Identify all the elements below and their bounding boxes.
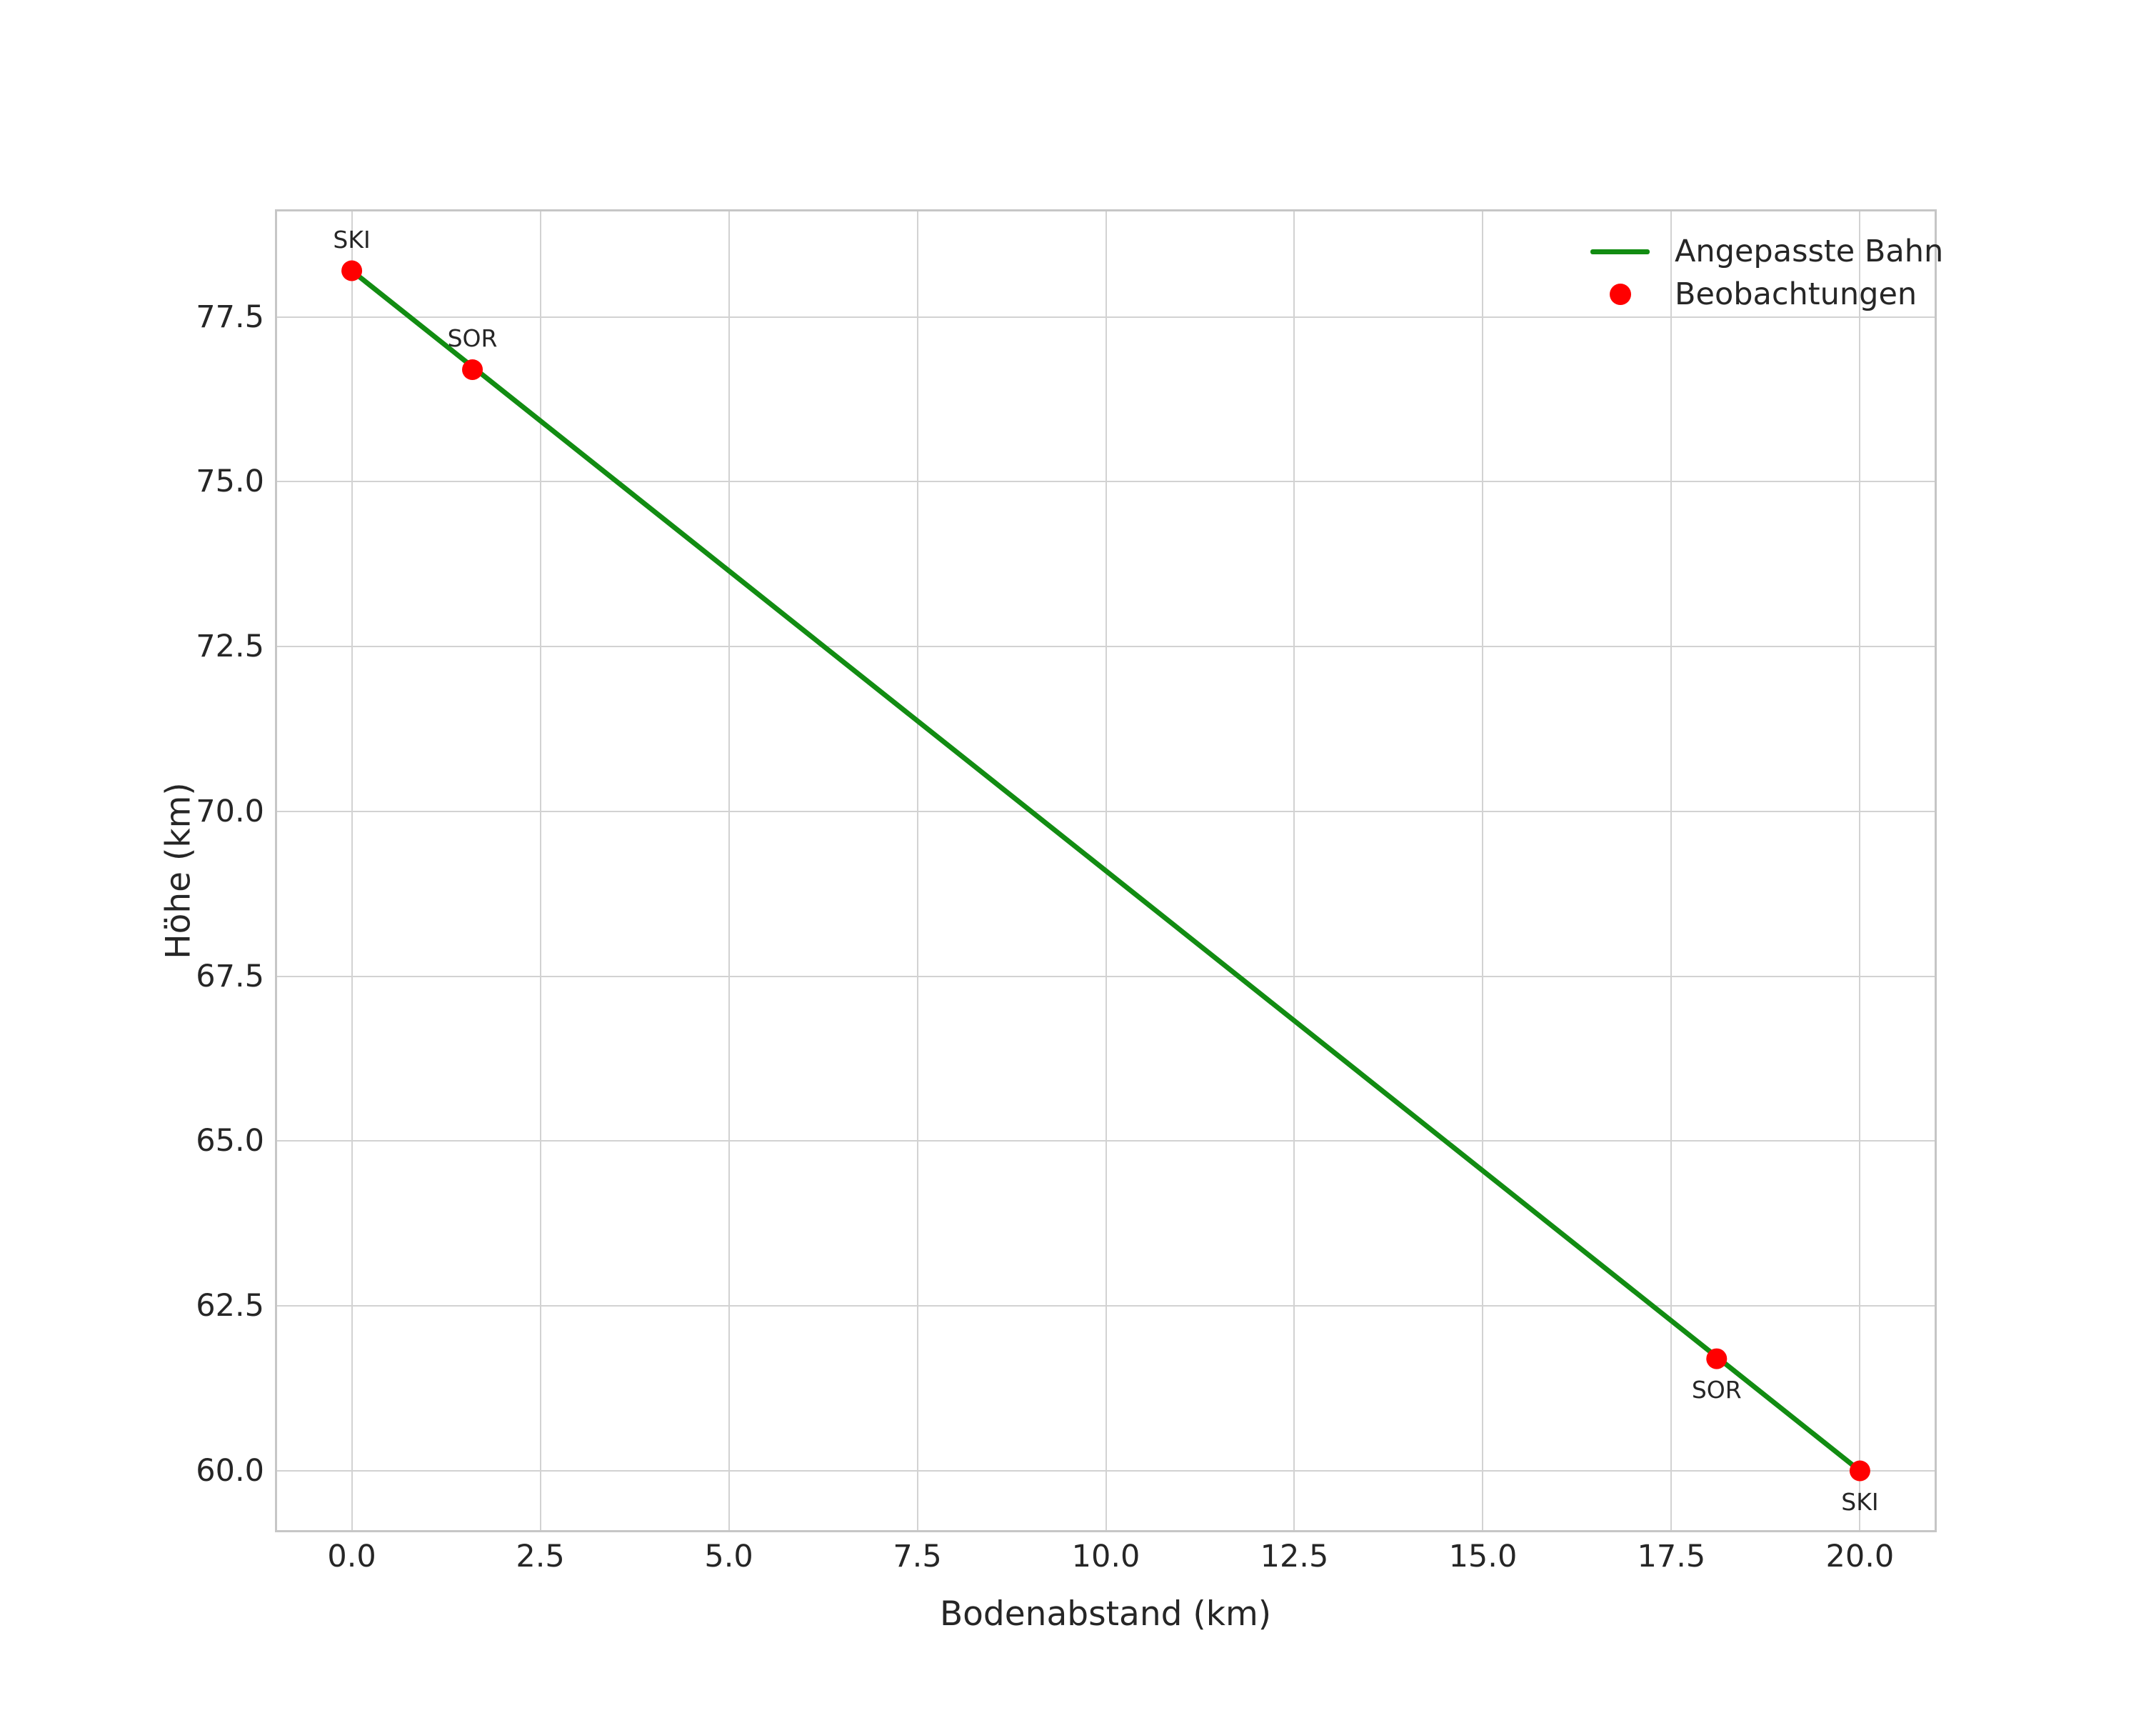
y-tick-label: 75.0 xyxy=(196,464,264,500)
y-tick-label: 72.5 xyxy=(196,629,264,665)
legend-swatch-column xyxy=(1590,284,1650,305)
y-gridline xyxy=(276,975,1935,977)
observation-point xyxy=(462,359,483,380)
legend-entry-observations: Beobachtungen xyxy=(1590,273,1943,316)
x-gridline xyxy=(728,211,730,1531)
x-gridline xyxy=(916,211,918,1531)
x-tick-label: 17.5 xyxy=(1637,1539,1706,1574)
y-tick-label: 70.0 xyxy=(196,793,264,829)
point-label: SKI xyxy=(1841,1488,1879,1516)
observation-point xyxy=(1706,1348,1728,1369)
x-gridline xyxy=(1670,211,1673,1531)
legend-label: Beobachtungen xyxy=(1675,276,1917,312)
point-label: SKI xyxy=(333,226,371,254)
x-tick-label: 15.0 xyxy=(1448,1539,1518,1574)
x-gridline xyxy=(1482,211,1484,1531)
y-gridline xyxy=(276,1140,1935,1142)
x-tick-label: 7.5 xyxy=(893,1539,942,1574)
fitted-line-swatch-icon xyxy=(1590,249,1650,254)
y-tick-label: 65.0 xyxy=(196,1123,264,1159)
x-tick-label: 2.5 xyxy=(516,1539,565,1574)
x-axis-label: Bodenabstand (km) xyxy=(939,1594,1272,1634)
observation-dot-swatch-icon xyxy=(1609,284,1631,305)
x-gridline xyxy=(351,211,353,1531)
y-gridline xyxy=(276,1470,1935,1472)
y-gridline xyxy=(276,316,1935,318)
fitted-line xyxy=(349,268,1862,1474)
y-gridline xyxy=(276,481,1935,483)
y-tick-label: 67.5 xyxy=(196,958,264,994)
x-tick-label: 5.0 xyxy=(704,1539,753,1574)
x-tick-label: 10.0 xyxy=(1071,1539,1140,1574)
y-gridline xyxy=(276,810,1935,812)
legend-entry-fitted-line: Angepasste Bahn xyxy=(1590,230,1943,273)
x-tick-label: 20.0 xyxy=(1825,1539,1895,1574)
point-label: SOR xyxy=(447,324,498,353)
y-gridline xyxy=(276,646,1935,648)
x-gridline xyxy=(1859,211,1861,1531)
x-tick-label: 12.5 xyxy=(1260,1539,1329,1574)
observation-point xyxy=(341,260,363,281)
x-gridline xyxy=(1293,211,1295,1531)
y-gridline xyxy=(276,1305,1935,1307)
point-label: SOR xyxy=(1691,1376,1742,1404)
x-gridline xyxy=(539,211,541,1531)
legend: Angepasste Bahn Beobachtungen xyxy=(1590,230,1943,316)
observation-point xyxy=(1849,1460,1870,1482)
legend-swatch-column xyxy=(1590,249,1650,254)
y-tick-label: 60.0 xyxy=(196,1453,264,1489)
legend-label: Angepasste Bahn xyxy=(1675,233,1944,269)
y-tick-label: 77.5 xyxy=(196,299,264,335)
plot-area-border xyxy=(275,209,1937,1532)
x-tick-label: 0.0 xyxy=(327,1539,376,1574)
y-tick-label: 62.5 xyxy=(196,1288,264,1324)
